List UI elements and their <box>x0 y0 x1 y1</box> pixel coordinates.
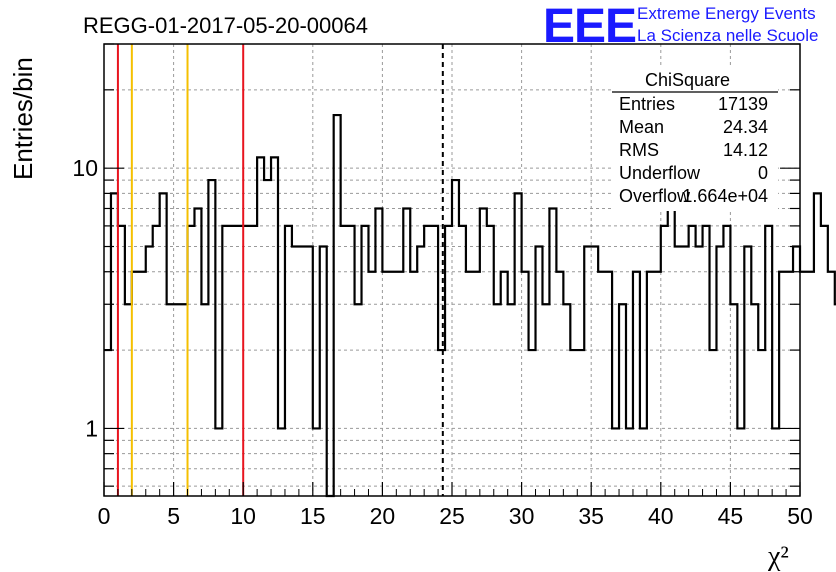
x-tick-labels: 0 5 10 15 20 25 30 35 40 45 50 <box>98 503 813 529</box>
x-axis-label: χ² <box>767 541 789 572</box>
stats-label-mean: Mean <box>619 117 664 137</box>
stats-box: ChiSquare Entries 17139 Mean 24.34 RMS 1… <box>612 66 778 211</box>
x-tick-label: 35 <box>578 503 604 529</box>
eee-logo: EEE Extreme Energy Events La Scienza nel… <box>543 0 818 53</box>
y-tick-label: 1 <box>85 415 98 441</box>
stats-label-overflow: Overflow <box>619 186 691 206</box>
stats-label-entries: Entries <box>619 94 675 114</box>
y-axis-label: Entries/bin <box>8 57 38 180</box>
y-tick-labels: 1 10 <box>72 155 98 441</box>
histogram-line <box>104 113 836 498</box>
x-tick-label: 50 <box>787 503 813 529</box>
threshold-markers <box>116 44 444 496</box>
chart-title: REGG-01-2017-05-20-00064 <box>83 13 368 38</box>
y-tick-label: 10 <box>72 155 98 181</box>
logo-line1: Extreme Energy Events <box>637 4 816 23</box>
x-tick-label: 10 <box>230 503 256 529</box>
histogram-series <box>104 113 836 498</box>
stats-label-rms: RMS <box>619 140 659 160</box>
logo-line2: La Scienza nelle Scuole <box>637 26 818 45</box>
stats-value-underflow: 0 <box>758 163 768 183</box>
x-tick-label: 0 <box>98 503 111 529</box>
stats-label-underflow: Underflow <box>619 163 701 183</box>
stats-value-overflow: 1.664e+04 <box>682 186 768 206</box>
stats-background <box>612 66 778 211</box>
x-tick-label: 25 <box>439 503 465 529</box>
logo-mark: EEE <box>543 0 636 53</box>
x-tick-label: 20 <box>370 503 396 529</box>
x-tick-label: 40 <box>648 503 674 529</box>
axis-ticks <box>103 43 801 496</box>
stats-value-entries: 17139 <box>718 94 768 114</box>
x-tick-label: 15 <box>300 503 326 529</box>
x-tick-label: 5 <box>167 503 180 529</box>
x-tick-label: 45 <box>718 503 744 529</box>
x-tick-label: 30 <box>509 503 535 529</box>
stats-value-rms: 14.12 <box>723 140 768 160</box>
stats-value-mean: 24.34 <box>723 117 768 137</box>
stats-title: ChiSquare <box>645 70 730 90</box>
